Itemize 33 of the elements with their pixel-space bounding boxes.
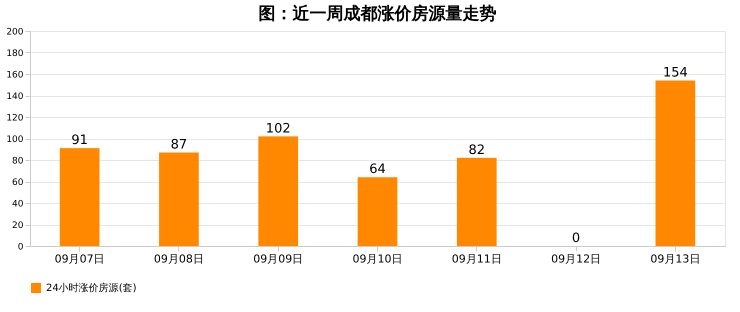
data-label: 87 [170,137,188,152]
x-tick-label: 09月07日 [54,252,105,266]
y-tick-label: 20 [12,221,24,231]
data-label: 64 [369,162,386,178]
bar [656,80,696,246]
y-tick-label: 0 [18,242,24,252]
x-tick-label: 09月09日 [253,252,304,266]
bar [258,136,298,246]
data-label: 82 [468,142,486,158]
x-tick-label: 09月13日 [650,252,700,266]
x-tick-label: 09月12日 [551,252,602,266]
legend-label: 24小时涨价房源(套) [46,282,137,294]
x-tick-label: 09月08日 [154,252,204,266]
y-tick-label: 180 [6,49,24,59]
data-label: 91 [71,133,88,148]
data-label: 102 [266,121,291,136]
y-tick-label: 60 [12,178,24,188]
data-label: 154 [662,65,688,80]
x-tick-label: 09月11日 [452,252,502,266]
y-tick-label: 80 [12,156,24,166]
data-label: 0 [572,231,580,246]
bar [159,152,199,246]
bar [358,177,398,246]
bar [60,148,100,246]
y-tick-label: 100 [6,135,24,145]
y-tick-label: 200 [6,28,24,38]
bar [456,158,497,246]
y-tick-label: 120 [6,114,24,124]
y-tick-label: 40 [12,200,24,210]
y-tick-label: 140 [6,92,24,102]
y-tick-label: 160 [6,70,24,80]
x-tick-label: 09月10日 [352,252,402,266]
chart-title: 图：近一周成都涨价房源量走势 [258,4,496,24]
